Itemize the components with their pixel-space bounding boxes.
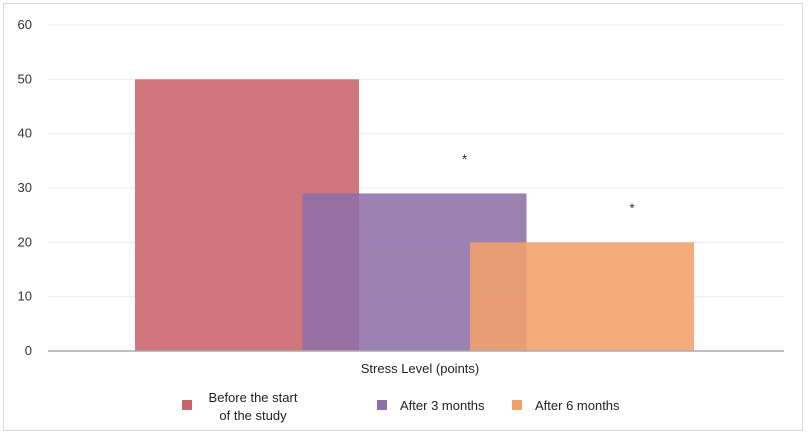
legend: Before the start of the study After 3 mont… — [182, 390, 620, 423]
significance-marker: * — [629, 200, 634, 215]
y-tick-label: 0 — [25, 343, 32, 358]
y-tick-label: 40 — [18, 126, 32, 141]
bar-3 — [470, 242, 694, 351]
significance-marker: * — [462, 151, 467, 166]
y-tick-labels: 0 10 20 30 40 50 60 — [18, 17, 32, 358]
annotations: ** — [462, 151, 635, 215]
legend-label-2: After 3 months — [400, 398, 485, 413]
legend-swatch-2 — [377, 400, 387, 410]
legend-swatch-1 — [182, 400, 192, 410]
y-tick-label: 60 — [18, 17, 32, 32]
y-tick-label: 10 — [18, 289, 32, 304]
legend-label-3: After 6 months — [535, 398, 620, 413]
x-axis-title: Stress Level (points) — [361, 361, 480, 376]
bars — [135, 79, 694, 351]
y-tick-label: 50 — [18, 71, 32, 86]
legend-swatch-3 — [512, 400, 522, 410]
y-tick-label: 30 — [18, 180, 32, 195]
y-tick-label: 20 — [18, 234, 32, 249]
legend-label-1: Before the start of the study — [209, 390, 298, 423]
